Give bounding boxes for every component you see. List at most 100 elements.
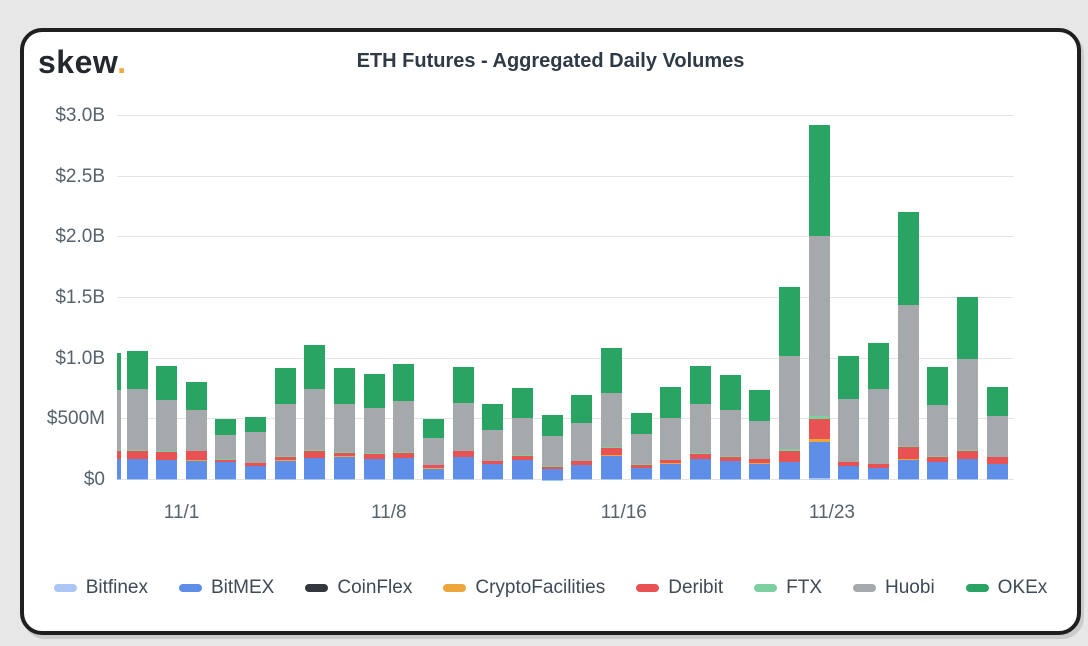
bar-segment-huobi[interactable] bbox=[571, 423, 593, 461]
bar-segment-deribit[interactable] bbox=[927, 456, 949, 462]
bar-segment-bitmex[interactable] bbox=[363, 459, 385, 480]
bar-segment-huobi[interactable] bbox=[274, 403, 296, 457]
bar-segment-deribit[interactable] bbox=[779, 450, 801, 462]
bar-segment-bitfinex[interactable] bbox=[334, 479, 356, 480]
bar-segment-bitmex[interactable] bbox=[986, 464, 1008, 480]
bar-segment-bitmex[interactable] bbox=[512, 460, 534, 480]
bar-segment-huobi[interactable] bbox=[423, 437, 445, 465]
bar-segment-huobi[interactable] bbox=[363, 408, 385, 454]
bar-segment-bitmex[interactable] bbox=[482, 464, 504, 480]
bar-segment-bitfinex[interactable] bbox=[185, 479, 207, 480]
bar-segment-deribit[interactable] bbox=[423, 465, 445, 469]
bar-segment-okex[interactable] bbox=[117, 352, 121, 391]
legend-item-coinflex[interactable]: CoinFlex bbox=[305, 577, 412, 599]
legend-item-huobi[interactable]: Huobi bbox=[853, 577, 935, 599]
bar-segment-ftx[interactable] bbox=[512, 455, 534, 457]
bar-segment-deribit[interactable] bbox=[334, 452, 356, 457]
bar-segment-huobi[interactable] bbox=[897, 305, 919, 446]
bar-segment-bitfinex[interactable] bbox=[571, 479, 593, 480]
bar-segment-bitmex[interactable] bbox=[126, 459, 148, 479]
bar-segment-okex[interactable] bbox=[393, 363, 415, 402]
bar-segment-huobi[interactable] bbox=[630, 433, 652, 465]
bar-segment-okex[interactable] bbox=[363, 374, 385, 409]
bar-segment-huobi[interactable] bbox=[660, 417, 682, 460]
bar-segment-ftx[interactable] bbox=[690, 453, 712, 454]
bar-segment-huobi[interactable] bbox=[868, 389, 889, 464]
bar-segment-deribit[interactable] bbox=[363, 453, 385, 459]
bar-segment-okex[interactable] bbox=[601, 347, 623, 393]
bar-segment-bitfinex[interactable] bbox=[126, 478, 148, 480]
bar-segment-bitmex[interactable] bbox=[808, 441, 830, 479]
bar-segment-bitfinex[interactable] bbox=[601, 478, 623, 480]
bar-segment-ftx[interactable] bbox=[452, 450, 474, 452]
bar-segment-bitfinex[interactable] bbox=[452, 479, 474, 480]
bar-segment-okex[interactable] bbox=[512, 388, 534, 419]
bar-segment-huobi[interactable] bbox=[986, 415, 1008, 457]
bar-segment-deribit[interactable] bbox=[690, 453, 712, 459]
bar-segment-huobi[interactable] bbox=[393, 401, 415, 452]
bar-segment-deribit[interactable] bbox=[156, 451, 178, 460]
bar-segment-huobi[interactable] bbox=[185, 409, 207, 451]
bar-segment-cryptofacilities[interactable] bbox=[808, 439, 830, 442]
bar-segment-deribit[interactable] bbox=[117, 450, 121, 460]
bar-segment-okex[interactable] bbox=[986, 387, 1008, 416]
bar-segment-okex[interactable] bbox=[897, 211, 919, 306]
bar-segment-cryptofacilities[interactable] bbox=[779, 461, 801, 463]
bar-segment-bitfinex[interactable] bbox=[660, 479, 682, 480]
bar-segment-bitmex[interactable] bbox=[215, 462, 237, 480]
bar-segment-bitfinex[interactable] bbox=[423, 479, 445, 480]
bar-segment-huobi[interactable] bbox=[215, 434, 237, 460]
bar-segment-bitmex[interactable] bbox=[690, 459, 712, 480]
bar-segment-okex[interactable] bbox=[719, 374, 741, 410]
bar-segment-okex[interactable] bbox=[156, 366, 178, 400]
bar-segment-bitfinex[interactable] bbox=[897, 478, 919, 480]
legend-item-deribit[interactable]: Deribit bbox=[636, 577, 723, 599]
bar-segment-ftx[interactable] bbox=[868, 463, 889, 465]
legend-item-bitfinex[interactable]: Bitfinex bbox=[53, 577, 148, 599]
bar-segment-bitmex[interactable] bbox=[117, 459, 121, 479]
bar-segment-ftx[interactable] bbox=[274, 456, 296, 457]
bar-segment-huobi[interactable] bbox=[126, 389, 148, 450]
bar-segment-ftx[interactable] bbox=[956, 450, 978, 452]
bar-segment-deribit[interactable] bbox=[956, 451, 978, 460]
bar-segment-bitmex[interactable] bbox=[304, 458, 326, 479]
bar-segment-bitfinex[interactable] bbox=[779, 478, 801, 480]
bar-segment-deribit[interactable] bbox=[482, 460, 504, 465]
bar-segment-deribit[interactable] bbox=[868, 464, 889, 468]
bar-segment-deribit[interactable] bbox=[245, 463, 267, 466]
bar-segment-huobi[interactable] bbox=[838, 398, 860, 462]
bar-segment-huobi[interactable] bbox=[245, 431, 267, 464]
bar-segment-deribit[interactable] bbox=[304, 450, 326, 458]
bar-segment-bitfinex[interactable] bbox=[304, 478, 326, 480]
bar-segment-bitfinex[interactable] bbox=[363, 479, 385, 480]
bar-segment-ftx[interactable] bbox=[808, 416, 830, 419]
bar-segment-okex[interactable] bbox=[185, 381, 207, 410]
bar-segment-okex[interactable] bbox=[274, 368, 296, 404]
bar-segment-ftx[interactable] bbox=[779, 449, 801, 451]
bar-segment-ftx[interactable] bbox=[304, 449, 326, 451]
legend-item-cryptofacilities[interactable]: CryptoFacilities bbox=[443, 577, 605, 599]
bar-segment-bitmex[interactable] bbox=[868, 468, 889, 480]
bar-segment-bitfinex[interactable] bbox=[117, 478, 121, 480]
legend-item-ftx[interactable]: FTX bbox=[754, 577, 822, 599]
bar-segment-bitmex[interactable] bbox=[601, 455, 623, 479]
bar-segment-huobi[interactable] bbox=[541, 436, 563, 467]
bar-segment-bitfinex[interactable] bbox=[838, 479, 860, 480]
bar-segment-bitfinex[interactable] bbox=[749, 479, 771, 480]
bar-segment-deribit[interactable] bbox=[838, 462, 860, 466]
bar-segment-bitmex[interactable] bbox=[927, 462, 949, 480]
bar-segment-deribit[interactable] bbox=[126, 450, 148, 460]
bar-segment-huobi[interactable] bbox=[779, 356, 801, 450]
bar-segment-ftx[interactable] bbox=[927, 456, 949, 457]
bar-segment-deribit[interactable] bbox=[897, 447, 919, 459]
bar-segment-deribit[interactable] bbox=[808, 418, 830, 440]
legend-item-okex[interactable]: OKEx bbox=[965, 577, 1047, 599]
bar-segment-bitmex[interactable] bbox=[719, 461, 741, 480]
bar-segment-ftx[interactable] bbox=[986, 456, 1008, 458]
bar-segment-deribit[interactable] bbox=[274, 456, 296, 461]
bar-segment-ftx[interactable] bbox=[897, 445, 919, 448]
bar-segment-ftx[interactable] bbox=[156, 451, 178, 452]
bar-segment-huobi[interactable] bbox=[927, 404, 949, 457]
bar-segment-bitmex[interactable] bbox=[838, 466, 860, 480]
bar-segment-bitmex[interactable] bbox=[779, 462, 801, 479]
